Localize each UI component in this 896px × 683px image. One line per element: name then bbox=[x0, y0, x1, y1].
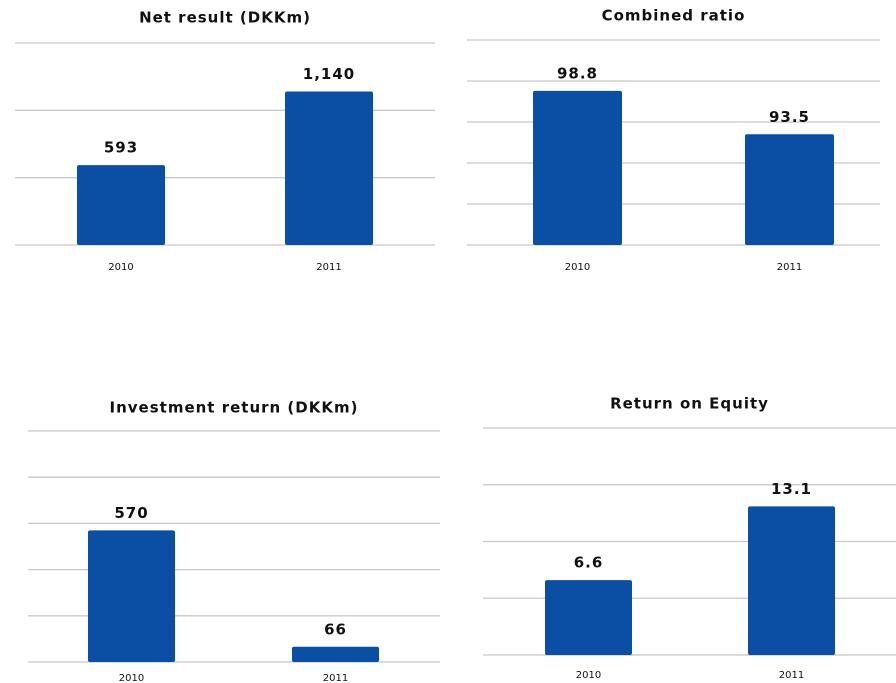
value-label: 66 bbox=[324, 620, 347, 638]
value-label: 6.6 bbox=[574, 554, 604, 572]
x-tick-label: 2010 bbox=[119, 673, 144, 683]
chart-title: Return on Equity bbox=[610, 395, 769, 413]
value-label: 593 bbox=[104, 139, 138, 157]
value-label: 98.8 bbox=[557, 64, 598, 82]
bar bbox=[77, 165, 165, 245]
x-tick-label: 2011 bbox=[777, 262, 802, 273]
chart-title: Combined ratio bbox=[602, 7, 746, 25]
value-label: 570 bbox=[114, 504, 148, 522]
bar bbox=[88, 530, 175, 662]
bar bbox=[292, 646, 379, 662]
value-label: 93.5 bbox=[769, 108, 810, 126]
bar bbox=[748, 506, 835, 655]
x-tick-label: 2010 bbox=[108, 262, 133, 273]
value-label: 1,140 bbox=[303, 65, 355, 83]
x-tick-label: 2010 bbox=[576, 670, 601, 681]
bar bbox=[285, 91, 373, 245]
bar bbox=[545, 580, 632, 655]
bar bbox=[533, 90, 622, 245]
x-tick-label: 2011 bbox=[323, 673, 348, 683]
value-label: 13.1 bbox=[771, 480, 812, 498]
x-tick-label: 2011 bbox=[316, 262, 341, 273]
bar bbox=[745, 134, 834, 245]
x-tick-label: 2011 bbox=[779, 670, 804, 681]
chart-title: Net result (DKKm) bbox=[139, 9, 311, 27]
x-tick-label: 2010 bbox=[565, 262, 590, 273]
chart-title: Investment return (DKKm) bbox=[110, 399, 359, 417]
